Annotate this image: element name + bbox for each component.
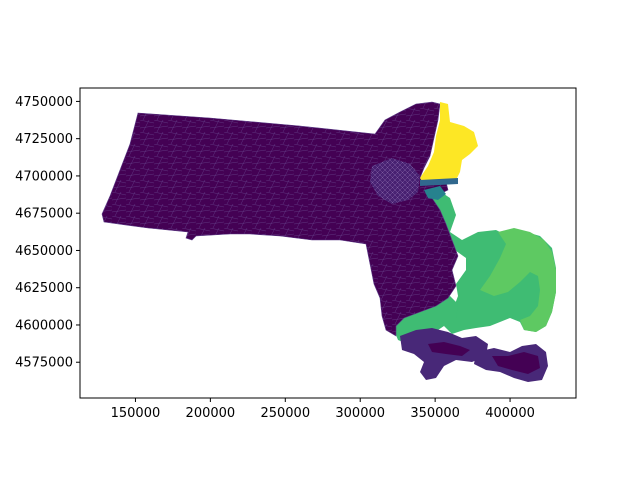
x-tick-label: 400000 [485, 406, 535, 421]
x-tick-label: 350000 [410, 406, 460, 421]
x-tick-label: 150000 [111, 406, 161, 421]
y-tick-label: 4625000 [15, 281, 73, 296]
region-outer-cape-water [480, 228, 556, 332]
region-mainland-tracts [101, 101, 459, 337]
y-tick-label: 4600000 [15, 318, 73, 333]
region-islands-land [428, 342, 540, 374]
region-teal-strip [424, 186, 446, 200]
plot-area [101, 101, 556, 382]
y-tick-label: 4575000 [15, 356, 73, 371]
axes-frame [79, 87, 577, 399]
y-tick-label: 4725000 [15, 132, 73, 147]
y-tick-label: 4675000 [15, 207, 73, 222]
x-tick-label: 300000 [335, 406, 385, 421]
x-axis: 150000 200000 250000 300000 350000 400000 [111, 398, 535, 421]
y-axis: 4575000 4600000 4625000 4650000 4675000 47000… [15, 95, 80, 371]
region-islands-water [400, 328, 488, 380]
region-dark-strip [420, 178, 458, 186]
y-tick-label: 4750000 [15, 95, 73, 110]
region-cape-cod-bay-water [418, 186, 556, 334]
region-south-coast-water [394, 296, 458, 344]
y-tick-label: 4700000 [15, 169, 73, 184]
region-boston-core [370, 158, 420, 204]
region-north-shore-water [420, 102, 478, 184]
x-tick-label: 200000 [186, 406, 236, 421]
x-tick-label: 250000 [260, 406, 310, 421]
y-tick-label: 4650000 [15, 244, 73, 259]
